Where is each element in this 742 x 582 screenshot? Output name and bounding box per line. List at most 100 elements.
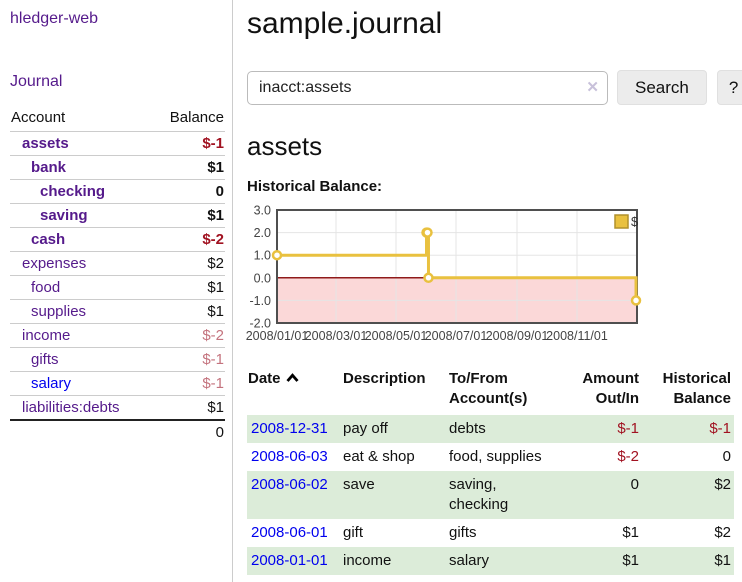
register-cell-amount: $-1	[617, 420, 639, 437]
account-link[interactable]: liabilities:debts	[22, 399, 120, 416]
account-name-cell: liabilities:debts	[10, 395, 153, 420]
register-cell-description: save	[343, 476, 375, 493]
x-tick-label: 2008/07/01	[425, 329, 488, 343]
search-input[interactable]	[247, 70, 608, 105]
legend-swatch	[614, 214, 629, 229]
x-tick-label: 2008/09/01	[486, 329, 549, 343]
account-row: checking 0	[10, 179, 225, 204]
y-tick-label: 2.0	[254, 226, 271, 240]
account-link[interactable]: expenses	[22, 255, 87, 272]
register-date-link[interactable]: 2008-01-01	[251, 552, 328, 569]
main-content: sample.journal ✕ Search ? assets Histori…	[233, 0, 742, 582]
register-cell-description: eat & shop	[343, 448, 415, 465]
account-balance: $1	[152, 275, 225, 300]
account-balance: $-1	[152, 131, 225, 156]
clear-search-icon[interactable]: ✕	[586, 78, 599, 96]
account-link[interactable]: supplies	[31, 303, 87, 320]
accounts-total-balance: 0	[152, 419, 225, 444]
register-cell-amount: $1	[622, 524, 639, 541]
brand-link[interactable]: hledger-web	[10, 10, 99, 27]
account-name-cell: food	[10, 275, 153, 300]
account-name-cell: assets	[10, 131, 153, 156]
account-balance: $1	[152, 155, 225, 180]
account-row: saving $1	[10, 203, 225, 228]
register-cell-description: income	[343, 552, 392, 569]
account-balance: $1	[152, 203, 225, 228]
account-name-cell: gifts	[10, 347, 153, 372]
account-link[interactable]: salary	[31, 375, 72, 392]
account-row: expenses $2	[10, 251, 225, 276]
account-link[interactable]: food	[31, 279, 61, 296]
account-name-cell: checking	[10, 179, 153, 204]
register-date-link[interactable]: 2008-12-31	[251, 420, 328, 437]
sort-ascending-icon	[285, 373, 299, 382]
accounts-total-row: 0	[10, 419, 225, 444]
register-date-link[interactable]: 2008-06-02	[251, 476, 328, 493]
account-link[interactable]: gifts	[31, 351, 59, 368]
register-cell-accounts: food, supplies	[449, 448, 542, 465]
account-balance: 0	[152, 179, 225, 204]
data-point-marker	[422, 227, 433, 238]
data-point-marker	[423, 272, 434, 284]
register-cell-description: gift	[343, 524, 364, 541]
account-link[interactable]: assets	[22, 135, 69, 152]
account-name-cell: cash	[10, 227, 153, 252]
register-cell-accounts: debts	[449, 420, 486, 437]
register-cell-date: 2008-06-03	[247, 443, 342, 471]
account-row: assets $-1	[10, 131, 225, 156]
account-name-cell: saving	[10, 203, 153, 228]
x-tick-label: 2008/11/01	[546, 329, 608, 343]
plot-border	[276, 209, 638, 324]
y-tick-label: 0.0	[254, 271, 271, 285]
y-tick-label: 3.0	[254, 204, 271, 218]
account-balance: $-2	[152, 227, 225, 252]
register-cell-balance: $2	[714, 476, 731, 493]
register-header-row: Date Description To/From Account(s) Amou…	[247, 367, 734, 415]
accounts-header-account: Account	[11, 109, 66, 126]
legend-label: $	[631, 214, 639, 229]
account-link[interactable]: saving	[40, 207, 88, 224]
register-row: 2008-06-02 save saving, checking 0 $2	[247, 471, 734, 519]
help-button[interactable]: ?	[716, 70, 742, 105]
register-cell-date: 2008-01-01	[247, 547, 342, 575]
account-name-cell: bank	[10, 155, 153, 180]
account-name-cell: income	[10, 323, 153, 348]
page-title: sample.journal	[247, 7, 443, 40]
account-link[interactable]: checking	[40, 183, 106, 200]
account-row: cash $-2	[10, 227, 225, 252]
account-balance: $-1	[152, 347, 225, 372]
account-link[interactable]: income	[22, 327, 71, 344]
data-point-marker	[271, 249, 283, 261]
register-cell-balance: $1	[714, 552, 731, 569]
register-header-date[interactable]: Date	[247, 367, 342, 415]
register-cell-amount: $1	[622, 552, 639, 569]
register-table: Date Description To/From Account(s) Amou…	[247, 367, 734, 575]
account-link[interactable]: bank	[31, 159, 67, 176]
account-name-cell: salary	[10, 371, 153, 396]
y-tick-label: -2.0	[249, 317, 271, 331]
register-cell-balance: $-1	[709, 420, 731, 437]
account-balance: $2	[152, 251, 225, 276]
account-row: supplies $1	[10, 299, 225, 324]
register-cell-description: pay off	[343, 420, 388, 437]
historical-balance-chart: $3.0 2.0 1.0 0.0 -1.0 -2.0 2008/01/01 2008/03/0…	[246, 204, 742, 351]
register-cell-date: 2008-06-02	[247, 471, 342, 519]
account-row: liabilities:debts $1	[10, 395, 225, 420]
sidebar-item-journal[interactable]: Journal	[10, 73, 63, 90]
x-tick-label: 2008/05/01	[365, 329, 428, 343]
register-row: 2008-06-03 eat & shop food, supplies $-2 0	[247, 443, 734, 471]
register-header-amount: Amount Out/In	[582, 370, 639, 407]
register-date-link[interactable]: 2008-06-03	[251, 448, 328, 465]
search-button[interactable]: Search	[617, 70, 707, 105]
register-cell-accounts: saving, checking	[449, 476, 509, 513]
account-row: income $-2	[10, 323, 225, 348]
account-link[interactable]: cash	[31, 231, 66, 248]
x-tick-label: 2008/03/01	[305, 329, 368, 343]
account-balance: $-1	[152, 371, 225, 396]
register-cell-accounts: gifts	[449, 524, 477, 541]
y-tick-label: -1.0	[249, 294, 271, 308]
register-row: 2008-06-01 gift gifts $1 $2	[247, 519, 734, 547]
register-date-link[interactable]: 2008-06-01	[251, 524, 328, 541]
register-cell-amount: 0	[630, 476, 639, 493]
account-row: bank $1	[10, 155, 225, 180]
